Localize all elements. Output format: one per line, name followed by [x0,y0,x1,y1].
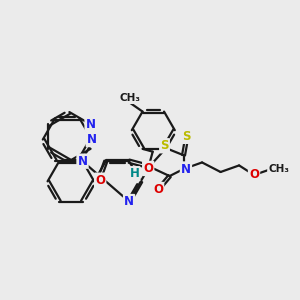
Text: N: N [77,155,88,168]
Text: S: S [160,139,169,152]
Text: CH₃: CH₃ [119,93,140,103]
Text: O: O [249,169,259,182]
Text: N: N [124,195,134,208]
Text: S: S [182,130,190,143]
Text: H: H [130,167,140,180]
Text: O: O [143,162,153,175]
Text: N: N [181,163,191,176]
Text: N: N [85,118,96,131]
Text: N: N [87,133,97,146]
Text: O: O [153,183,163,196]
Text: O: O [95,174,105,187]
Text: CH₃: CH₃ [268,164,289,174]
